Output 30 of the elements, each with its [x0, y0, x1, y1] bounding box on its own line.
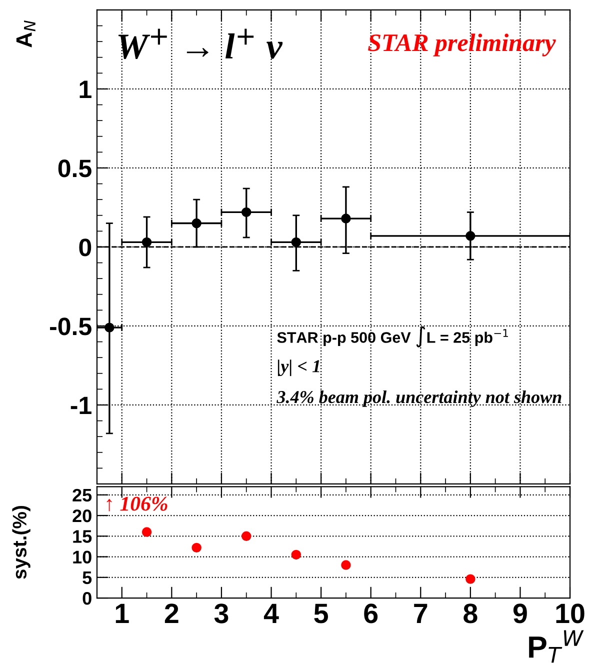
y-tick-label: 5	[82, 572, 92, 584]
annotation: 3.4% beam pol. uncertainty not shown	[276, 390, 562, 407]
x-tick-label: 1	[116, 604, 129, 624]
y-tick-label: 15	[73, 530, 92, 543]
y-tick-label: 0	[79, 238, 92, 256]
x-tick-label: 5	[314, 604, 328, 624]
y-tick-label: 25	[72, 488, 92, 502]
annotation: ↑ 106%	[106, 496, 168, 512]
annotation: W$^{+}$ → l$^{+}$ ν	[118, 28, 283, 59]
y-tick-label: -0.5	[50, 318, 92, 336]
x-tick-label: 9	[513, 604, 527, 624]
x-tick-label: 7	[414, 604, 428, 624]
y-axis-title: syst.(%)	[12, 506, 30, 579]
x-tick-label: 3	[214, 604, 228, 624]
annotation: STAR preliminary	[368, 34, 556, 56]
y-tick-label: 0.5	[58, 160, 92, 178]
annotation: STAR p-p 500 GeV ∫L = 25 pb$^{−1}$	[277, 326, 508, 348]
x-tick-label: 2	[164, 604, 178, 624]
x-tick-label: 8	[464, 604, 478, 624]
y-tick-label: 1	[80, 80, 92, 98]
y-axis-title: A$_{N}$	[16, 20, 36, 48]
x-tick-label: 4	[264, 604, 279, 624]
x-tick-label: 6	[364, 604, 378, 624]
y-tick-label: -1	[70, 396, 92, 414]
y-tick-label: 20	[72, 509, 92, 522]
y-tick-label: 0	[82, 592, 92, 605]
y-tick-label: 10	[73, 550, 92, 564]
x-tick-label: 10	[556, 604, 584, 624]
annotation: |y| < 1	[278, 360, 320, 376]
x-axis-title: P$_{T}$$^{W}$	[529, 630, 584, 663]
